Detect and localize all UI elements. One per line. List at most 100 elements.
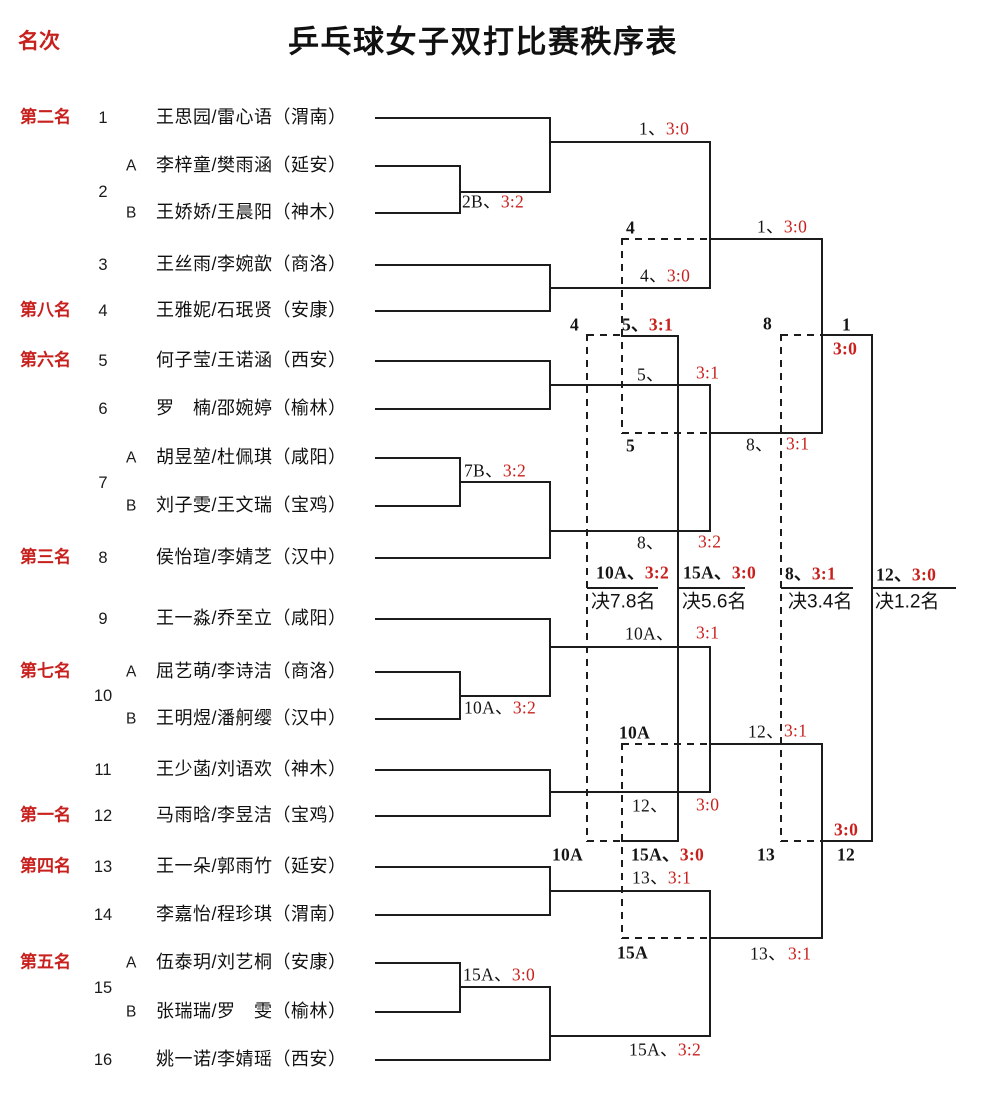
drop-in-5: 5 — [626, 435, 636, 456]
sf-result-1-winner: 1 — [842, 315, 851, 334]
final-12-result: 12、 — [876, 564, 912, 585]
final-12-result: 3:0 — [911, 564, 937, 585]
bracket-line — [821, 743, 823, 939]
seed-number: 5 — [98, 352, 107, 370]
bracket-line — [710, 432, 822, 434]
seed-number: 9 — [98, 610, 107, 628]
qf-result-2-score: 3:1 — [786, 434, 809, 453]
qf-result-2-score: 3:1 — [786, 433, 810, 454]
entry-letter: A — [126, 449, 136, 466]
team-name: 李嘉怡/程珍琪（渭南） — [156, 904, 347, 925]
team-name: 王丝雨/李婉歆（商洛） — [156, 254, 347, 275]
sf-result-1-winner: 1 — [842, 314, 852, 335]
qf-result-3-winner: 12、 — [748, 721, 784, 742]
seed-number: 4 — [98, 301, 108, 320]
bracket-line — [460, 481, 550, 483]
r16-result-1: 1、 — [639, 118, 666, 139]
final-78-title: 决7.8名 — [591, 591, 656, 613]
bracket-line — [822, 334, 873, 336]
bracket-line — [375, 408, 550, 410]
seed-number: 10 — [94, 687, 112, 705]
seed-number: 7 — [98, 474, 107, 492]
seed-number: 5 — [98, 351, 108, 370]
qf-result-3-score: 3:1 — [784, 721, 807, 740]
bracket-line — [709, 890, 711, 1037]
qualifier-result-7: 3:2 — [502, 460, 527, 481]
rank-label: 第五名 — [20, 952, 71, 972]
drop-in-15a: 15A — [617, 943, 648, 962]
seed-number: 3 — [98, 255, 108, 274]
team-name: 张瑞瑞/罗 雯（榆林） — [156, 1001, 347, 1022]
team-name: 屈艺萌/李诗洁（商洛） — [156, 661, 347, 682]
loser-route-dashed-line — [622, 432, 710, 434]
r16-result-3-winner: 5、 — [637, 365, 664, 384]
team-name: 王一朵/郭雨竹（延安） — [156, 856, 347, 877]
r16-result-5-score: 3:1 — [696, 622, 720, 643]
seed-number: 16 — [93, 1050, 113, 1069]
bracket-line — [550, 384, 710, 386]
r16-result-4-score: 3:2 — [698, 531, 722, 552]
seed-number: 7 — [98, 473, 108, 492]
final-12-title: 决1.2名 — [875, 592, 939, 614]
team-name: 李梓童/樊雨涵（延安） — [156, 155, 347, 176]
qf-result-1: 3:0 — [783, 216, 808, 237]
loser-route-dashed-line — [622, 238, 710, 240]
seed-number: 10 — [93, 686, 113, 705]
team-name: 侯怡瑄/李婧芝（汉中） — [156, 547, 347, 568]
seed-number: 4 — [98, 302, 107, 320]
bracket-line — [709, 646, 711, 793]
seed-number: 12 — [94, 807, 112, 825]
rank-label: 第四名 — [20, 857, 71, 877]
bracket-line — [822, 840, 873, 842]
r16-result-7: 13、3:1 — [632, 868, 691, 887]
entry-letter: A — [126, 157, 137, 175]
bracket-line — [375, 962, 460, 964]
rank-label: 第六名 — [20, 351, 71, 371]
drop-in-10a: 10A — [619, 722, 651, 743]
final-56-title: 决5.6名 — [682, 592, 746, 614]
entry-letter: B — [126, 1003, 136, 1020]
team-name: 王少菡/刘语欢（神木） — [156, 759, 347, 780]
team-name: 罗 楠/邵婉婷（榆林） — [156, 398, 347, 419]
team-name: 王一淼/乔至立（咸阳） — [156, 608, 347, 629]
team-name: 王思园/雷心语（渭南） — [156, 107, 347, 128]
final-78-title: 决7.8名 — [591, 591, 656, 614]
team-name: 胡昱堃/杜佩琪（咸阳） — [156, 447, 347, 468]
final-78-result: 10A、 — [596, 562, 645, 583]
loser-route-dashed-line — [586, 334, 588, 842]
bracket-line — [375, 1059, 550, 1061]
drop-in-4: 4 — [626, 218, 635, 237]
rank-label: 第五名 — [20, 952, 71, 973]
team-name: 王思园/雷心语（渭南） — [156, 107, 347, 128]
entry-letter: A — [126, 663, 137, 681]
consolation-result-a: 5、 — [622, 314, 649, 335]
bracket-line — [678, 587, 745, 589]
bracket-line — [550, 791, 710, 793]
seed-number: 1 — [98, 108, 108, 127]
sf-result-2-score: 3:0 — [834, 820, 858, 839]
team-name: 王明煜/潘舸缨（汉中） — [156, 708, 347, 729]
seed-number: 15 — [94, 979, 112, 997]
r16-result-6-score: 3:0 — [696, 795, 719, 814]
drop-in-5: 5 — [626, 436, 635, 455]
bracket-line — [549, 618, 551, 697]
bracket-line — [375, 310, 550, 312]
qualifier-result-15: 15A、3:0 — [463, 965, 535, 984]
rank-label: 第二名 — [20, 108, 71, 128]
qf-result-2-winner: 8、 — [746, 435, 773, 454]
entry-letter: B — [126, 497, 137, 515]
sf-result-2-winner: 12 — [837, 844, 856, 865]
qualifier-result-10: 3:2 — [512, 697, 537, 718]
final-34-title: 决3.4名 — [788, 591, 853, 613]
qualifier-result-2: 3:2 — [500, 191, 525, 212]
drop-out-4: 4 — [570, 314, 580, 335]
bracket-line — [375, 815, 550, 817]
bracket-line — [375, 165, 460, 167]
r16-result-6-score: 3:0 — [696, 794, 720, 815]
bracket-line — [821, 238, 823, 434]
entry-letter: B — [126, 1003, 137, 1021]
team-name: 刘子雯/王文瑞（宝鸡） — [156, 495, 347, 516]
bracket-line — [375, 769, 550, 771]
sf-result-2-score: 3:0 — [834, 819, 859, 840]
bracket-line — [460, 695, 550, 697]
